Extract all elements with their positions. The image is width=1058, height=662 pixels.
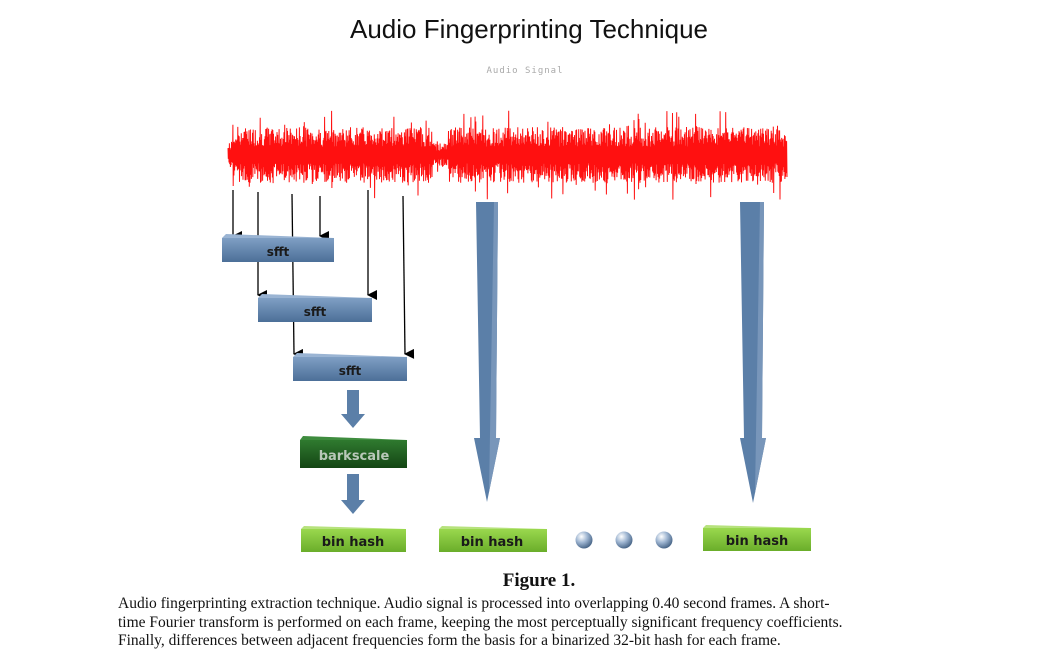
- audio-signal-label: Audio Signal: [486, 66, 564, 76]
- ellipsis-dot: [655, 531, 673, 549]
- ellipsis: [575, 531, 673, 549]
- big-arrow: [740, 202, 766, 503]
- frame-arrows: [232, 190, 415, 359]
- big-arrow: [474, 202, 500, 502]
- hash-box: bin hash: [301, 526, 406, 552]
- figure-title: Audio Fingerprinting Technique: [350, 14, 708, 44]
- stft-box: sfft: [293, 353, 407, 381]
- audio-waveform: [227, 110, 788, 200]
- stft-label: sfft: [304, 305, 327, 319]
- ellipsis-dot: [615, 531, 633, 549]
- caption-line: time Fourier transform is performed on e…: [118, 613, 843, 631]
- ellipsis-dot: [575, 531, 593, 549]
- stft-label: sfft: [267, 245, 290, 259]
- hash-box: bin hash: [703, 525, 811, 551]
- hash-label: bin hash: [322, 535, 385, 550]
- frame-arrow: [402, 195, 415, 359]
- frame-arrow: [291, 193, 304, 359]
- barkscale-box: barkscale: [300, 436, 407, 468]
- caption-body: Audio fingerprinting extraction techniqu…: [118, 595, 968, 651]
- stft-box: sfft: [258, 294, 372, 322]
- caption-line: Finally, differences between adjacent fr…: [118, 632, 781, 649]
- flow-arrow: [341, 390, 365, 514]
- barkscale-label: barkscale: [319, 449, 390, 464]
- hash-box: bin hash: [439, 526, 547, 552]
- caption-line: Audio fingerprinting extraction techniqu…: [118, 595, 830, 612]
- hash-label: bin hash: [461, 535, 524, 550]
- caption-title: Figure 1.: [502, 570, 576, 591]
- hash-label: bin hash: [726, 534, 789, 549]
- stft-box: sfft: [222, 234, 334, 262]
- stft-label: sfft: [339, 364, 362, 378]
